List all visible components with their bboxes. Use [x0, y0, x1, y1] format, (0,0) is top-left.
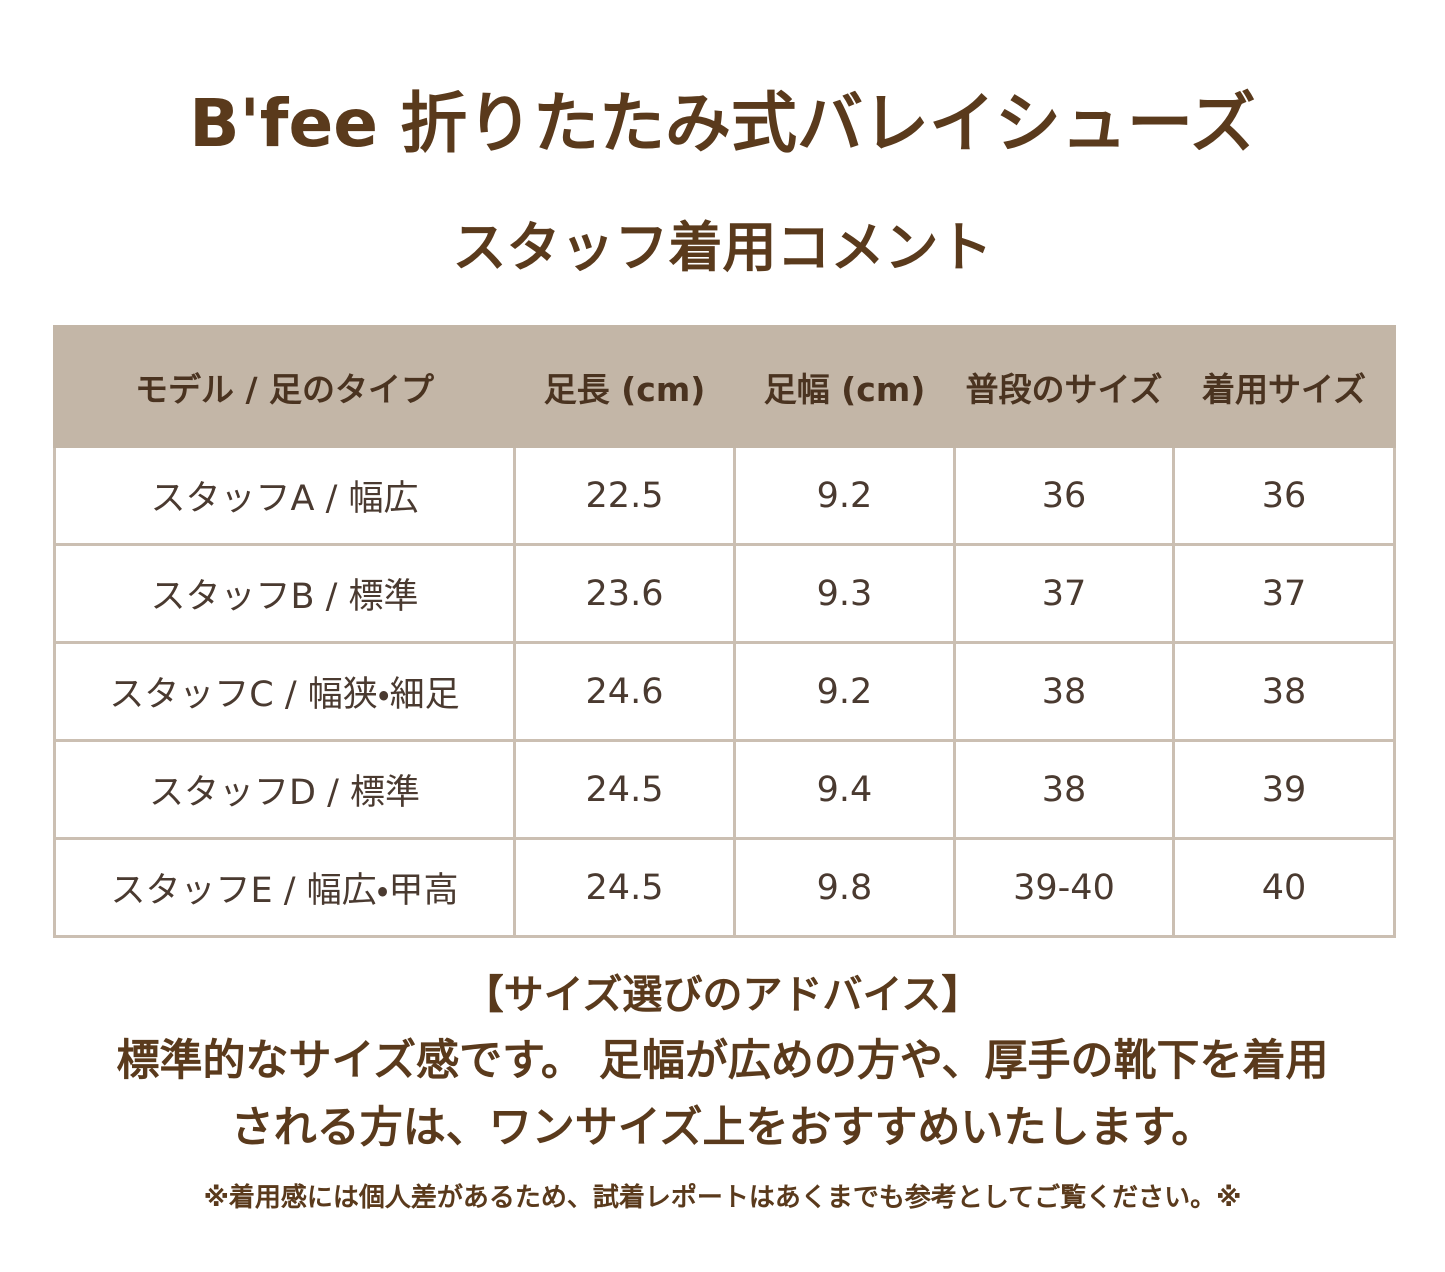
advice-heading: 【サイズ選びのアドバイス】	[463, 972, 982, 1018]
table-cell: 9.3	[733, 543, 956, 644]
table-cell: 39	[1172, 739, 1396, 840]
column-header: 足幅 (cm)	[733, 325, 956, 448]
table-cell: 40	[1172, 837, 1396, 938]
table-row: スタッフB / 標準 23.6 9.3 37 37	[53, 543, 1396, 644]
table-cell: 9.8	[733, 837, 956, 938]
column-header: 普段のサイズ	[953, 325, 1175, 448]
title: B'fee 折りたたみ式バレイシューズ	[189, 85, 1256, 162]
table-cell: スタッフA / 幅広	[53, 445, 516, 546]
table-cell: 23.6	[513, 543, 736, 644]
table-cell: 24.6	[513, 641, 736, 742]
header-row: モデル / 足のタイプ 足長 (cm) 足幅 (cm) 普段のサイズ 着用サイズ	[53, 325, 1396, 448]
table-row: スタッフE / 幅広・甲高 24.5 9.8 39-40 40	[53, 837, 1396, 938]
table-cell: 24.5	[513, 837, 736, 938]
table-cell: 37	[1172, 543, 1396, 644]
column-header: 着用サイズ	[1172, 325, 1396, 448]
subtitle: スタッフ着用コメント	[452, 216, 993, 279]
table-cell: 9.2	[733, 641, 956, 742]
table-body: スタッフA / 幅広 22.5 9.2 36 36 スタッフB / 標準 23.6 9.3 37…	[53, 445, 1396, 938]
table-cell: スタッフD / 標準	[53, 739, 516, 840]
table-cell: 36	[1172, 445, 1396, 546]
table-cell: 22.5	[513, 445, 736, 546]
table-row: スタッフD / 標準 24.5 9.4 38 39	[53, 739, 1396, 840]
table-cell: 37	[953, 543, 1175, 644]
table-cell: 36	[953, 445, 1175, 546]
table-cell: 24.5	[513, 739, 736, 840]
table-row: スタッフA / 幅広 22.5 9.2 36 36	[53, 445, 1396, 546]
table-cell: スタッフC / 幅狭・細足	[53, 641, 516, 742]
column-header: モデル / 足のタイプ	[53, 325, 516, 448]
table-cell: 38	[953, 641, 1175, 742]
table-cell: 39-40	[953, 837, 1175, 938]
table-cell: 9.4	[733, 739, 956, 840]
column-header: 足長 (cm)	[513, 325, 736, 448]
table-cell: スタッフB / 標準	[53, 543, 516, 644]
note: ※着用感には個人差があるため、試着レポートはあくまでも参考としてご覧ください。※	[203, 1183, 1242, 1213]
table-cell: 38	[1172, 641, 1396, 742]
table-cell: スタッフE / 幅広・甲高	[53, 837, 516, 938]
table-cell: 9.2	[733, 445, 956, 546]
table-cell: 38	[953, 739, 1175, 840]
table-row: スタッフC / 幅狭・細足 24.6 9.2 38 38	[53, 641, 1396, 742]
advice-line: される方は、ワンサイズ上をおすすめいたします。	[230, 1103, 1215, 1153]
size-table: モデル / 足のタイプ 足長 (cm) 足幅 (cm) 普段のサイズ 着用サイズ スタッ…	[53, 325, 1396, 938]
advice-line: 標準的なサイズ感です。 足幅が広めの方や、厚手の靴下を着用	[116, 1036, 1329, 1086]
